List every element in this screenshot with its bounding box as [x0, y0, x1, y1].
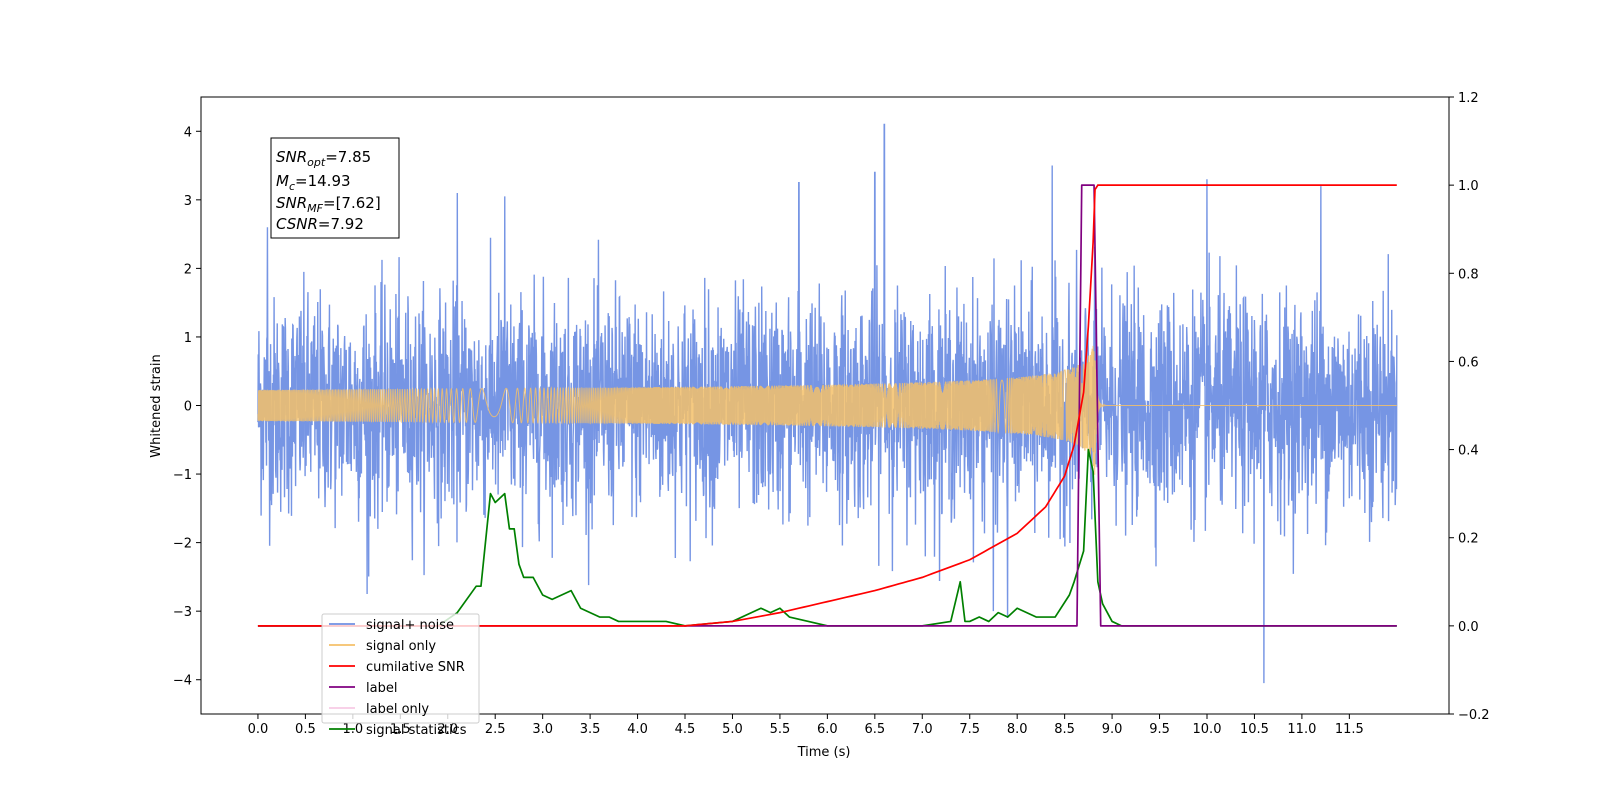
legend-label: signal+ noise	[366, 618, 454, 633]
x-tick-label: 1.5	[390, 722, 411, 737]
legend-label: cumilative SNR	[366, 660, 465, 675]
x-axis: 0.0 0.5 1.0 1.5 2.0 2.5 3.0 3.5 4.0 4.5 5.0 5.5 6.0 6…	[248, 714, 1364, 737]
legend-label: label	[366, 681, 397, 696]
annotation-snr-opt: SNRopt=7.85	[276, 148, 371, 169]
y2-tick-label: 1.2	[1458, 91, 1479, 106]
y-tick-label: −2	[173, 537, 192, 552]
x-tick-label: 5.5	[770, 722, 791, 737]
annotation-snr-mf: SNRMF=[7.62]	[276, 194, 381, 215]
x-tick-label: 4.0	[627, 722, 648, 737]
y-tick-label: 1	[184, 331, 192, 346]
y-axis-right: 1.2 1.0 0.8 0.6 0.4 0.2 0.0 −0.2	[1449, 91, 1490, 723]
y-tick-label: −3	[173, 605, 192, 620]
x-tick-label: 6.5	[864, 722, 885, 737]
x-tick-label: 11.0	[1287, 722, 1316, 737]
annotation-mc: Mc=14.93	[276, 172, 351, 193]
y2-tick-label: 0.4	[1458, 444, 1479, 459]
y2-tick-label: 1.0	[1458, 179, 1479, 194]
y-tick-label: 2	[184, 262, 192, 277]
x-tick-label: 3.0	[532, 722, 553, 737]
annotation-frame	[270, 137, 400, 239]
x-tick-label: 3.5	[580, 722, 601, 737]
legend-label: signal statistics	[366, 723, 467, 738]
y-tick-label: 0	[184, 400, 192, 415]
y2-tick-label: 0.6	[1458, 355, 1479, 370]
y2-tick-label: 0.0	[1458, 620, 1479, 635]
x-tick-label: 0.5	[295, 722, 316, 737]
x-tick-label: 5.0	[722, 722, 743, 737]
y2-tick-label: 0.8	[1458, 267, 1479, 282]
series-label	[257, 184, 1397, 627]
y-tick-label: 3	[184, 194, 192, 209]
x-tick-label: 7.0	[912, 722, 933, 737]
x-tick-label: 9.0	[1102, 722, 1123, 737]
legend-frame	[321, 613, 480, 724]
series-cumulative-snr	[257, 184, 1397, 627]
annotation-csnr: CSNR=7.92	[276, 215, 364, 233]
series-signal-statistics	[257, 448, 1397, 627]
x-axis-label: Time (s)	[797, 745, 851, 760]
x-tick-label: 8.0	[1007, 722, 1028, 737]
x-tick-label: 11.5	[1335, 722, 1364, 737]
x-tick-label: 2.0	[437, 722, 458, 737]
y-tick-label: −4	[173, 674, 192, 689]
y-tick-label: 4	[184, 125, 192, 140]
series-signal-only	[257, 345, 1397, 475]
series-layer	[257, 123, 1398, 684]
y-tick-label: −1	[173, 468, 192, 483]
x-tick-label: 10.5	[1240, 722, 1269, 737]
legend-label: signal only	[366, 639, 436, 654]
y-axis-label: Whitened strain	[149, 354, 164, 457]
y2-tick-label: 0.2	[1458, 532, 1479, 547]
legend: signal+ noise signal only cumilative SNR la…	[321, 613, 480, 738]
y-axis-left: 4 3 2 1 0 −1 −2 −3 −4	[173, 125, 201, 689]
annotation-box: SNRopt=7.85 Mc=14.93 SNRMF=[7.62] CSNR=7…	[270, 137, 400, 239]
x-tick-label: 6.0	[817, 722, 838, 737]
x-tick-label: 9.5	[1149, 722, 1170, 737]
x-tick-label: 10.0	[1193, 722, 1222, 737]
x-tick-label: 0.0	[248, 722, 269, 737]
y2-tick-label: −0.2	[1458, 708, 1490, 723]
x-tick-label: 8.5	[1054, 722, 1075, 737]
x-tick-label: 7.5	[959, 722, 980, 737]
series-signal-noise	[257, 123, 1398, 684]
x-tick-label: 4.5	[675, 722, 696, 737]
x-tick-label: 2.5	[485, 722, 506, 737]
legend-label: label only	[366, 702, 429, 717]
